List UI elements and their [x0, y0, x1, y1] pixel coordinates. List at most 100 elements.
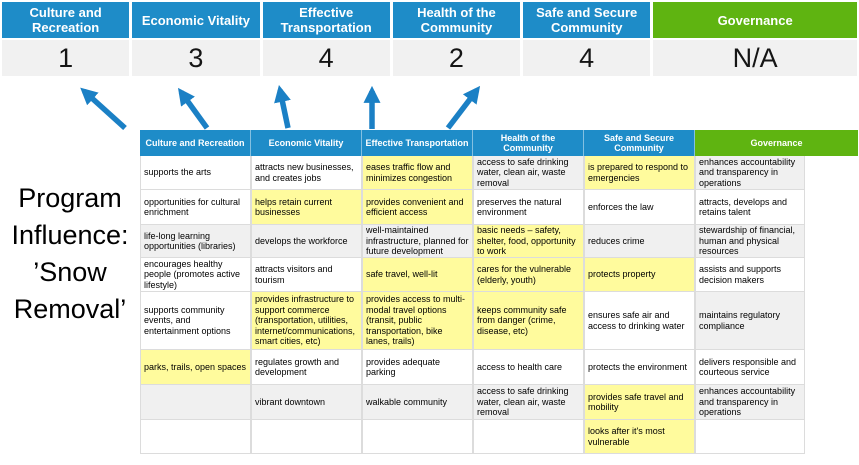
matrix-cell: supports community events, and entertain… [140, 292, 251, 350]
matrix-header-row: Culture and Recreation Economic Vitality… [140, 130, 859, 156]
up-arrow-icon [178, 87, 210, 130]
program-influence-label: Program Influence: ’Snow Removal’ [0, 130, 140, 454]
matrix-cell: is prepared to respond to emergencies [584, 156, 695, 190]
matrix-cell: keeps community safe from danger (crime,… [473, 292, 584, 350]
matrix-cell: protects the environment [584, 350, 695, 385]
matrix-row: parks, trails, open spaces regulates gro… [140, 350, 859, 385]
matrix-header-transportation: Effective Transportation [362, 130, 473, 156]
matrix-cell: opportunities for cultural enrichment [140, 190, 251, 225]
score-value-governance: N/A [653, 40, 857, 76]
cell-text: keeps community safe from danger (crime,… [477, 304, 567, 336]
matrix-cell: delivers responsible and courteous servi… [695, 350, 805, 385]
cell-text: reduces crime [588, 235, 645, 246]
cell-text: protects property [588, 269, 656, 280]
cell-text: provides access to multi-modal travel op… [366, 294, 466, 347]
matrix-cell: well-maintained infrastructure, planned … [362, 225, 473, 258]
matrix-cell: enforces the law [584, 190, 695, 225]
score-header-culture: Culture and Recreation [2, 2, 130, 38]
arrow-band [80, 84, 481, 130]
matrix-cell: vibrant downtown [251, 385, 362, 420]
cell-text: access to health care [477, 361, 563, 372]
cell-text: opportunities for cultural enrichment [144, 196, 241, 218]
cell-text: regulates growth and development [255, 356, 340, 378]
up-arrow-icon [274, 84, 291, 129]
score-column-governance: Governance N/A [653, 2, 857, 76]
cell-text: develops the workforce [255, 235, 348, 246]
matrix-cell [695, 420, 805, 454]
matrix-cell: access to health care [473, 350, 584, 385]
matrix-cell: enhances accountability and transparency… [695, 156, 805, 190]
matrix-row: opportunities for cultural enrichment he… [140, 190, 859, 225]
matrix-cell: looks after it's most vulnerable [584, 420, 695, 454]
cell-text: enforces the law [588, 201, 654, 212]
matrix-cell: develops the workforce [251, 225, 362, 258]
cell-text: parks, trails, open spaces [144, 361, 247, 372]
matrix-cell: assists and supports decision makers [695, 258, 805, 292]
cell-text: vibrant downtown [255, 396, 326, 407]
matrix-cell: provides access to multi-modal travel op… [362, 292, 473, 350]
matrix-cell: safe travel, well-lit [362, 258, 473, 292]
cell-text: enhances accountability and transparency… [699, 386, 796, 418]
matrix-cell: enhances accountability and transparency… [695, 385, 805, 420]
matrix-cell: stewardship of financial, human and phys… [695, 225, 805, 258]
score-column-health: Health of the Community 2 [392, 2, 521, 76]
matrix-row: looks after it's most vulnerable [140, 420, 859, 454]
cell-text: encourages healthy people (promotes acti… [144, 258, 241, 290]
score-value-health: 2 [392, 40, 521, 76]
program-label-line: ’Snow [33, 257, 107, 287]
score-band: Culture and Recreation 1 Economic Vitali… [0, 0, 859, 76]
cell-text: safe travel, well-lit [366, 269, 438, 280]
score-header-economic: Economic Vitality [132, 2, 260, 38]
matrix-row: encourages healthy people (promotes acti… [140, 258, 859, 292]
cell-text: enhances accountability and transparency… [699, 156, 796, 188]
matrix-cell [140, 420, 251, 454]
matrix-header-health: Health of the Community [473, 130, 584, 156]
cell-text: ensures safe air and access to drinking … [588, 310, 685, 331]
matrix-cell: access to safe drinking water, clean air… [473, 156, 584, 190]
cell-text: cares for the vulnerable (elderly, youth… [477, 264, 572, 285]
cell-text: maintains regulatory compliance [699, 310, 781, 331]
cell-text: basic needs – safety, shelter, food, opp… [477, 225, 576, 257]
matrix-cell [473, 420, 584, 454]
cell-text: life-long learning opportunities (librar… [144, 230, 236, 252]
score-column-culture: Culture and Recreation 1 [2, 2, 130, 76]
matrix-cell: attracts, develops and retains talent [695, 190, 805, 225]
matrix-cell: helps retain current businesses [251, 190, 362, 225]
cell-text: stewardship of financial, human and phys… [699, 225, 796, 257]
matrix-header-safety: Safe and Secure Community [584, 130, 695, 156]
matrix-cell: access to safe drinking water, clean air… [473, 385, 584, 420]
cell-text: delivers responsible and courteous servi… [699, 356, 797, 378]
cell-text: attracts new businesses, and creates job… [255, 162, 354, 183]
matrix-cell: provides adequate parking [362, 350, 473, 385]
matrix-cell: protects property [584, 258, 695, 292]
cell-text: provides infrastructure to support comme… [255, 294, 356, 347]
cell-text: attracts, develops and retains talent [699, 196, 788, 218]
matrix-cell: regulates growth and development [251, 350, 362, 385]
program-label-line: Influence: [11, 220, 129, 250]
matrix-cell: provides convenient and efficient access [362, 190, 473, 225]
score-value-culture: 1 [2, 40, 130, 76]
matrix-cell: ensures safe air and access to drinking … [584, 292, 695, 350]
cell-text: preserves the natural environment [477, 196, 562, 218]
cell-text: assists and supports decision makers [699, 264, 782, 285]
matrix-cell: provides safe travel and mobility [584, 385, 695, 420]
matrix-header-governance: Governance [695, 130, 858, 156]
cell-text: provides safe travel and mobility [588, 391, 684, 413]
matrix-row: supports the arts attracts new businesse… [140, 156, 859, 190]
cell-text: walkable community [366, 396, 448, 407]
cell-text: is prepared to respond to emergencies [588, 162, 689, 183]
matrix-cell [251, 420, 362, 454]
matrix-cell: cares for the vulnerable (elderly, youth… [473, 258, 584, 292]
matrix-cell [140, 385, 251, 420]
matrix-cell: supports the arts [140, 156, 251, 190]
score-value-transportation: 4 [262, 40, 390, 76]
matrix-row: vibrant downtown walkable community acce… [140, 385, 859, 420]
matrix-cell: attracts visitors and tourism [251, 258, 362, 292]
cell-text: well-maintained infrastructure, planned … [366, 225, 469, 257]
cell-text: attracts visitors and tourism [255, 264, 333, 285]
matrix-cell: reduces crime [584, 225, 695, 258]
score-column-transportation: Effective Transportation 4 [262, 2, 390, 76]
up-arrow-icon [445, 85, 481, 130]
matrix-cell: eases traffic flow and minimizes congest… [362, 156, 473, 190]
